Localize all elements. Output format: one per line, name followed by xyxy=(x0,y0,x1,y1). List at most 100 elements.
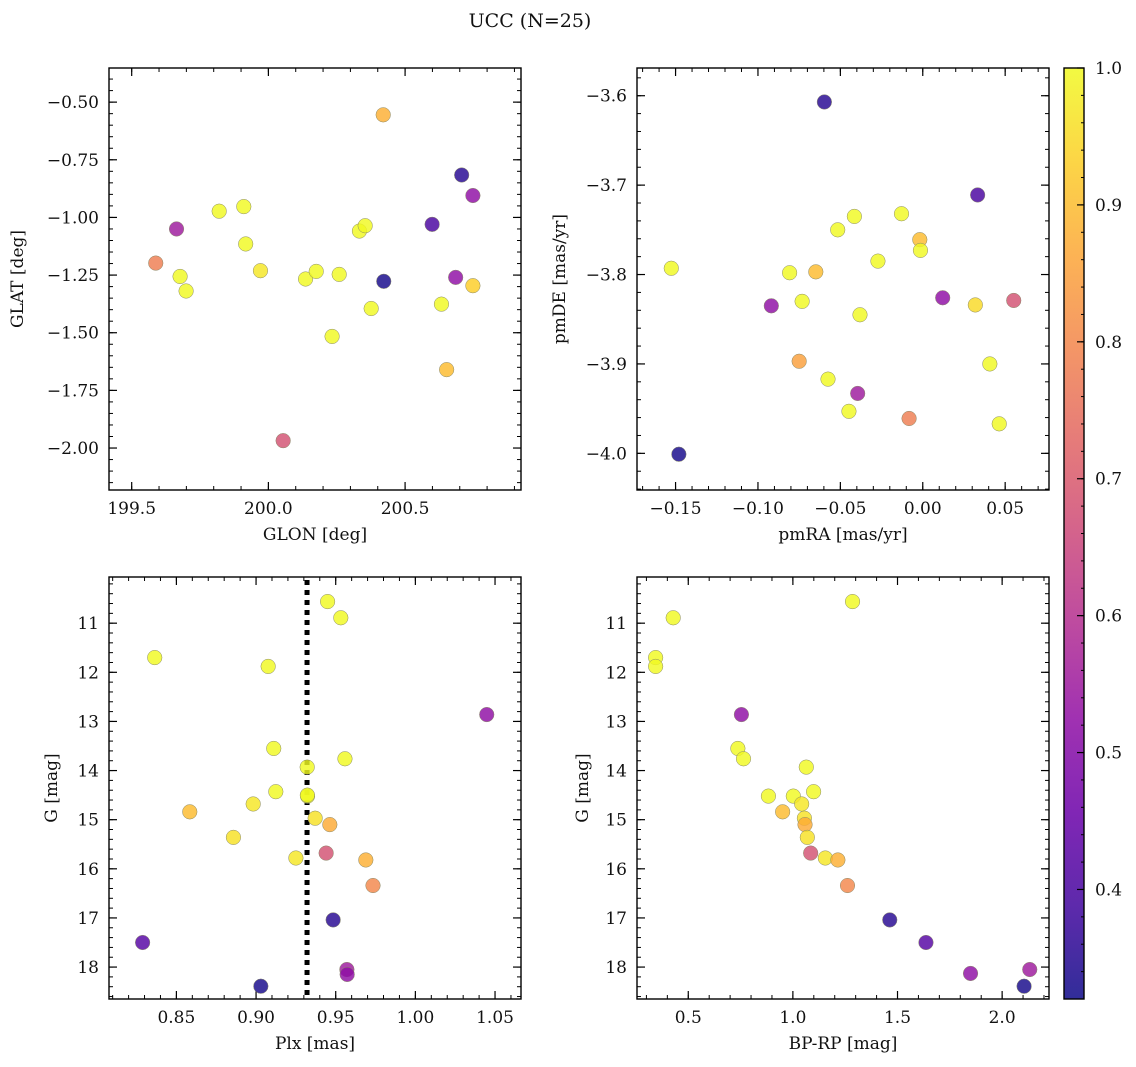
colorbar: 0.4 0.5 0.6 0.7 0.8 0.9 1.0 xyxy=(1063,59,1122,1000)
data-point xyxy=(288,850,304,866)
data-point xyxy=(307,810,323,826)
y-tick-label: 14 xyxy=(77,762,99,782)
data-point xyxy=(806,784,822,800)
y-tick-label: 13 xyxy=(77,712,99,732)
data-point xyxy=(970,187,986,203)
colorbar-tick-label: 1.0 xyxy=(1095,59,1122,79)
data-point xyxy=(178,283,194,299)
data-point xyxy=(1016,978,1032,994)
data-point xyxy=(763,298,779,314)
data-point xyxy=(991,416,1007,432)
data-point xyxy=(252,263,269,279)
data-point xyxy=(844,594,861,610)
data-point xyxy=(182,804,198,820)
x-tick-label: 0.5 xyxy=(675,1008,702,1028)
data-point xyxy=(253,978,269,994)
y-tick-label: 13 xyxy=(605,712,627,732)
y-tick-label: 16 xyxy=(77,860,99,880)
data-point xyxy=(760,788,776,804)
x-tick-label: 1.00 xyxy=(396,1008,434,1028)
colorbar-tick-label: 0.6 xyxy=(1095,607,1122,627)
y-tick-label: −1.00 xyxy=(47,208,99,228)
y-tick-label: 12 xyxy=(77,663,99,683)
data-point xyxy=(798,759,814,775)
x-axis-label: pmRA [mas/yr] xyxy=(778,525,907,545)
plot-frame xyxy=(636,576,1050,1000)
colorbar-tick-label: 0.7 xyxy=(1095,470,1122,490)
data-point xyxy=(454,167,470,183)
data-point xyxy=(648,658,664,674)
data-point xyxy=(331,266,347,282)
x-axis-label: Plx [mas] xyxy=(275,1034,355,1054)
y-tick-label: −1.50 xyxy=(47,324,99,344)
data-point xyxy=(663,260,679,276)
plot-frame xyxy=(108,576,522,1000)
y-tick-label: 18 xyxy=(77,958,99,978)
data-point xyxy=(816,94,832,110)
data-point xyxy=(962,965,979,982)
data-point xyxy=(935,290,951,306)
data-point xyxy=(172,268,188,285)
data-point xyxy=(841,403,857,419)
scatter-panel-3: 0.85 0.90 0.95 1.00 1.05 11 12 13 14 15 16 17 18 Plx … xyxy=(42,576,522,1054)
data-point xyxy=(318,845,334,861)
data-point xyxy=(733,707,749,723)
data-point xyxy=(238,236,254,252)
data-point xyxy=(850,385,866,401)
data-point xyxy=(433,296,449,312)
data-point xyxy=(808,264,824,280)
data-point xyxy=(671,446,687,462)
data-point xyxy=(365,877,381,894)
data-point xyxy=(148,255,164,271)
data-point xyxy=(375,107,391,123)
data-point xyxy=(337,751,353,767)
y-tick-label: −1.75 xyxy=(47,381,99,401)
data-point xyxy=(448,269,464,285)
colorbar-tick-label: 0.8 xyxy=(1095,333,1122,353)
x-tick-label: 2.0 xyxy=(989,1008,1016,1028)
x-tick-label: 0.00 xyxy=(904,499,942,519)
data-point xyxy=(1022,961,1038,978)
data-point xyxy=(424,216,440,232)
data-point xyxy=(794,796,810,812)
y-tick-label: 14 xyxy=(605,762,627,782)
y-axis-label: G [mag] xyxy=(42,753,62,822)
y-tick-label: −0.75 xyxy=(47,151,99,171)
y-tick-label: −3.9 xyxy=(586,355,627,375)
data-point xyxy=(665,610,681,626)
y-tick-label: 15 xyxy=(605,811,627,831)
data-point xyxy=(299,759,315,775)
data-point xyxy=(846,208,862,224)
data-point xyxy=(918,934,934,951)
data-point xyxy=(320,594,336,610)
data-point xyxy=(225,829,241,845)
data-point xyxy=(839,877,856,894)
data-point xyxy=(324,328,340,344)
data-point xyxy=(901,410,917,427)
x-tick-label: −0.15 xyxy=(650,499,702,519)
data-point xyxy=(245,796,261,812)
data-point xyxy=(325,912,341,928)
data-point xyxy=(912,242,929,258)
scatter-panel-1: 199.5 200.0 200.5 −2.00 −1.75 −1.50 −1.25 −1.00… xyxy=(8,67,522,545)
data-point xyxy=(799,829,815,845)
y-tick-label: −2.00 xyxy=(47,439,99,459)
data-point xyxy=(358,852,374,868)
colorbar-tick-label: 0.4 xyxy=(1095,880,1122,900)
data-point xyxy=(333,610,349,626)
data-point xyxy=(322,817,338,833)
y-tick-label: −3.6 xyxy=(586,87,627,107)
data-point xyxy=(782,265,798,281)
data-point xyxy=(817,850,833,866)
x-tick-label: 200.5 xyxy=(381,499,430,519)
x-axis-label: GLON [deg] xyxy=(263,525,367,545)
x-tick-label: 199.5 xyxy=(107,499,156,519)
x-tick-label: 1.05 xyxy=(476,1008,514,1028)
data-point xyxy=(982,356,998,372)
x-tick-label: −0.05 xyxy=(814,499,866,519)
x-tick-label: 1.5 xyxy=(884,1008,911,1028)
scatter-panel-4: 0.5 1.0 1.5 2.0 11 12 13 14 15 16 17 18 BP-RP [mag] G… xyxy=(573,576,1050,1054)
y-tick-label: 12 xyxy=(605,663,627,683)
data-point xyxy=(870,253,886,269)
y-tick-label: 11 xyxy=(77,614,99,634)
